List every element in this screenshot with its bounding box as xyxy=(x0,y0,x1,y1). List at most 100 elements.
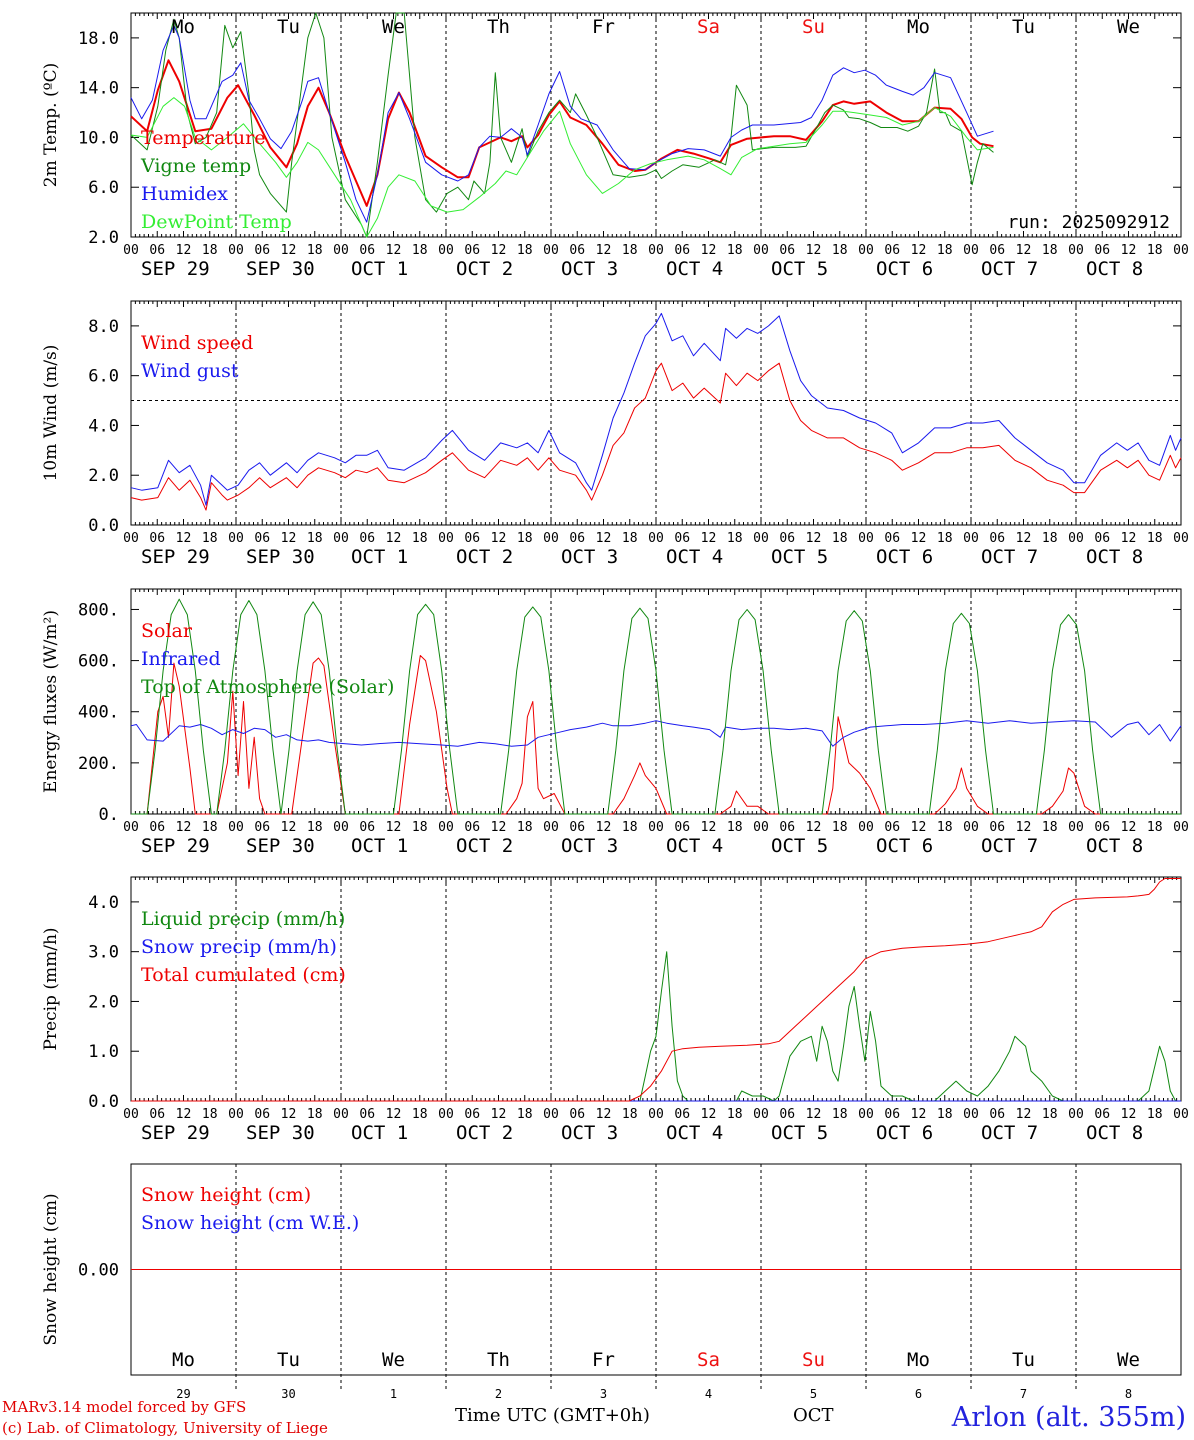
panel-frame xyxy=(130,300,1182,526)
date-label: OCT 8 xyxy=(1086,258,1143,280)
hour-tick-label: 00 xyxy=(963,243,979,258)
hour-tick-label: 12 xyxy=(491,531,507,546)
y-axis-label: Precip (mm/h) xyxy=(41,927,61,1050)
hour-tick-label: 00 xyxy=(438,1107,454,1122)
date-label: SEP 29 xyxy=(141,258,210,280)
hour-tick-label: 06 xyxy=(149,531,165,546)
legend-entry: Liquid precip (mm/h) xyxy=(141,908,345,930)
y-tick-label: 4.0 xyxy=(88,416,119,436)
day-number-label: 3 xyxy=(600,1387,607,1401)
hour-tick-label: 12 xyxy=(596,1107,612,1122)
series-line-solar xyxy=(131,655,1181,815)
date-label: OCT 4 xyxy=(666,258,723,280)
hour-tick-label: 12 xyxy=(386,820,402,835)
hour-tick-label: 06 xyxy=(569,243,585,258)
date-label: OCT 6 xyxy=(876,835,933,857)
hour-tick-label: 06 xyxy=(884,820,900,835)
hour-tick-label: 12 xyxy=(596,243,612,258)
hour-tick-label: 12 xyxy=(911,820,927,835)
weekday-label: Mo xyxy=(907,16,930,38)
hour-tick-label: 12 xyxy=(281,531,297,546)
hour-tick-label: 06 xyxy=(359,820,375,835)
hour-tick-label: 00 xyxy=(228,243,244,258)
hour-tick-label: 18 xyxy=(937,820,953,835)
y-tick-label: 0. xyxy=(99,805,119,825)
weekday-label: Mo xyxy=(172,1349,195,1371)
hour-tick-label: 06 xyxy=(359,243,375,258)
hour-tick-label: 06 xyxy=(884,243,900,258)
weekday-label: Tu xyxy=(277,16,300,38)
hour-tick-label: 00 xyxy=(333,243,349,258)
y-tick-label: 18.0 xyxy=(78,29,119,49)
hour-tick-label: 18 xyxy=(832,243,848,258)
day-number-label: 7 xyxy=(1020,1387,1027,1401)
hour-tick-label: 18 xyxy=(727,1107,743,1122)
legend-entry: Wind gust xyxy=(141,360,239,382)
weekday-label: We xyxy=(1117,1349,1140,1371)
hour-tick-label: 12 xyxy=(911,1107,927,1122)
series-line-liquid-precip-mm-h- xyxy=(131,951,1181,1102)
legend-entry: Top of Atmosphere (Solar) xyxy=(141,676,394,698)
weekday-label: We xyxy=(382,1349,405,1371)
hour-tick-label: 18 xyxy=(1042,820,1058,835)
hour-tick-label: 00 xyxy=(858,1107,874,1122)
hour-tick-label: 18 xyxy=(1147,1107,1163,1122)
panel-energy xyxy=(130,588,1182,815)
weekday-label: Mo xyxy=(172,16,195,38)
hour-tick-label: 12 xyxy=(1016,531,1032,546)
y-tick-label: 0.00 xyxy=(78,1261,119,1281)
hour-tick-label: 12 xyxy=(176,820,192,835)
time-axis-label: Time UTC (GMT+0h) xyxy=(455,1405,650,1426)
day-number-label: 2 xyxy=(495,1387,502,1401)
hour-tick-label: 00 xyxy=(228,820,244,835)
hour-tick-label: 00 xyxy=(1173,531,1189,546)
y-tick-label: 14.0 xyxy=(78,79,119,99)
hour-tick-label: 06 xyxy=(464,531,480,546)
day-number-label: 5 xyxy=(810,1387,817,1401)
date-label: OCT 7 xyxy=(981,258,1038,280)
hour-tick-label: 06 xyxy=(149,1107,165,1122)
legend-entry: Snow precip (mm/h) xyxy=(141,936,337,958)
date-label: OCT 2 xyxy=(456,1122,513,1144)
date-label: OCT 3 xyxy=(561,1122,618,1144)
hour-tick-label: 12 xyxy=(596,820,612,835)
y-tick-label: 2.0 xyxy=(88,466,119,486)
weekday-label: Fr xyxy=(592,16,615,38)
weekday-label: Th xyxy=(487,1349,510,1371)
weekday-label: We xyxy=(1117,16,1140,38)
weekday-label: Tu xyxy=(277,1349,300,1371)
hour-tick-label: 06 xyxy=(1094,820,1110,835)
date-label: SEP 30 xyxy=(246,1122,315,1144)
month-label: OCT xyxy=(793,1405,834,1426)
hour-tick-label: 18 xyxy=(727,531,743,546)
hour-tick-label: 06 xyxy=(779,243,795,258)
hour-tick-label: 12 xyxy=(806,1107,822,1122)
lab-credit: (c) Lab. of Climatology, University of L… xyxy=(2,1419,328,1437)
hour-tick-label: 06 xyxy=(779,531,795,546)
hour-tick-label: 18 xyxy=(937,1107,953,1122)
series-line-dewpoint-temp xyxy=(130,97,994,238)
y-tick-label: 10.0 xyxy=(78,128,119,148)
hour-tick-label: 06 xyxy=(989,820,1005,835)
hour-tick-label: 12 xyxy=(596,531,612,546)
date-label: SEP 30 xyxy=(246,835,315,857)
date-label: OCT 6 xyxy=(876,546,933,568)
hour-tick-label: 12 xyxy=(701,243,717,258)
day-number-label: 1 xyxy=(390,1387,397,1401)
y-axis-label: Snow height (cm) xyxy=(41,1193,61,1345)
hour-tick-label: 18 xyxy=(622,531,638,546)
hour-tick-label: 18 xyxy=(622,243,638,258)
hour-tick-label: 00 xyxy=(1068,1107,1084,1122)
series-line-vigne-temp xyxy=(130,12,994,238)
hour-tick-label: 12 xyxy=(1121,820,1137,835)
hour-tick-label: 12 xyxy=(386,1107,402,1122)
legend-entry: Wind speed xyxy=(141,332,253,354)
hour-tick-label: 00 xyxy=(438,243,454,258)
hour-tick-label: 00 xyxy=(858,243,874,258)
hour-tick-label: 00 xyxy=(963,1107,979,1122)
hour-tick-label: 06 xyxy=(149,820,165,835)
weekday-label: Tu xyxy=(1012,1349,1035,1371)
date-label: OCT 8 xyxy=(1086,835,1143,857)
legend-entry: Total cumulated (cm) xyxy=(141,964,346,986)
date-label: OCT 2 xyxy=(456,258,513,280)
